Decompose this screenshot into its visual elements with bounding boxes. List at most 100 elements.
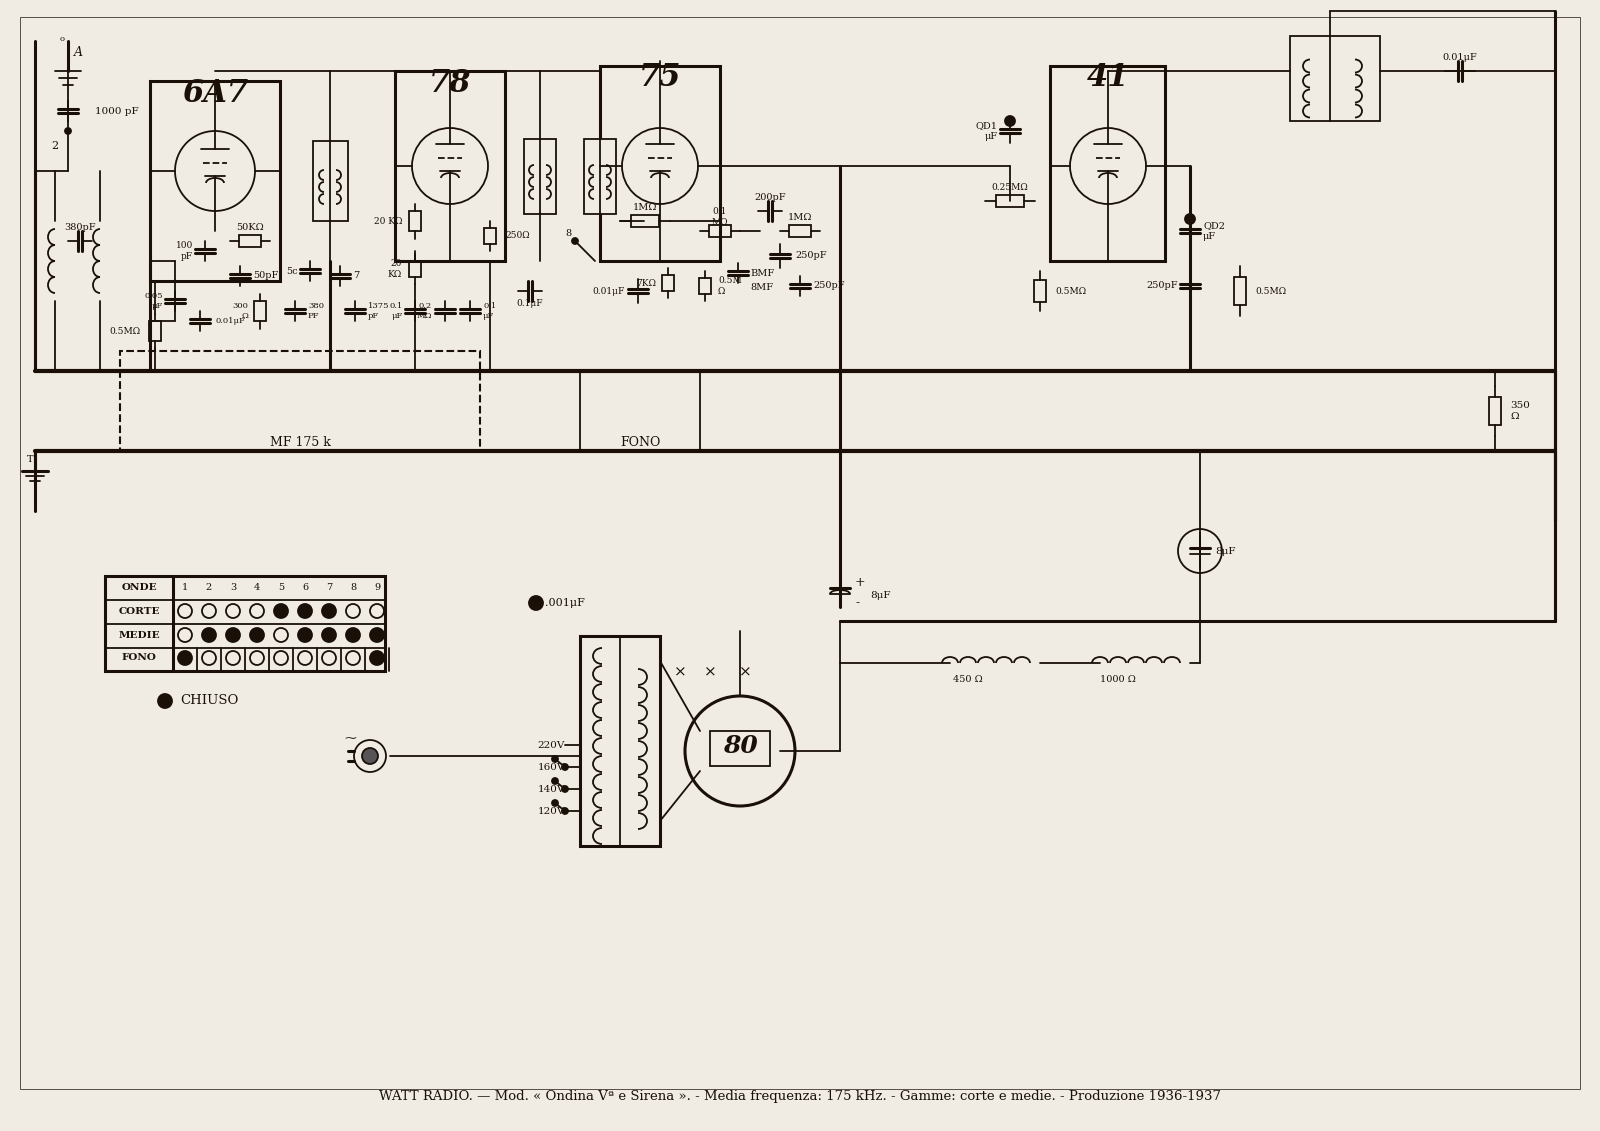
Text: o: o	[59, 35, 64, 43]
Text: ~: ~	[342, 729, 357, 746]
Text: 5: 5	[278, 584, 285, 593]
Circle shape	[226, 628, 240, 642]
Circle shape	[174, 131, 254, 211]
Circle shape	[322, 628, 336, 642]
Bar	[662, 275, 674, 292]
Bar	[1490, 397, 1501, 425]
Text: 0.01μF: 0.01μF	[214, 317, 245, 325]
Bar	[120, 351, 480, 451]
Text: 0.5MΩ: 0.5MΩ	[109, 327, 141, 336]
Circle shape	[298, 628, 312, 642]
Circle shape	[573, 238, 578, 244]
Bar	[699, 278, 710, 294]
Text: A: A	[74, 46, 83, 60]
Text: 1375
pF: 1375 pF	[368, 302, 389, 320]
Text: CORTE: CORTE	[118, 606, 160, 615]
Text: 3: 3	[230, 584, 237, 593]
Circle shape	[298, 604, 312, 618]
Bar	[789, 225, 811, 238]
Text: 8: 8	[350, 584, 357, 593]
Text: 160V: 160V	[538, 762, 565, 771]
Text: 380
PF: 380 PF	[307, 302, 323, 320]
Circle shape	[178, 651, 192, 665]
Text: 250pF: 250pF	[813, 282, 845, 291]
Text: 250Ω: 250Ω	[506, 232, 530, 241]
Circle shape	[1178, 529, 1222, 573]
Circle shape	[346, 604, 360, 618]
Bar	[579, 636, 661, 846]
Text: ×: ×	[739, 666, 752, 680]
Text: 100
pF: 100 pF	[176, 241, 194, 261]
Text: 8μF: 8μF	[870, 590, 891, 599]
Text: 2: 2	[51, 141, 59, 152]
Text: +: +	[854, 577, 866, 589]
Text: 300
Ω: 300 Ω	[232, 302, 248, 320]
Text: 120V: 120V	[538, 806, 565, 815]
Text: 0.25MΩ: 0.25MΩ	[992, 182, 1029, 191]
Bar	[254, 301, 266, 320]
Circle shape	[370, 651, 384, 665]
Text: 1MΩ: 1MΩ	[632, 202, 658, 211]
Circle shape	[158, 694, 173, 708]
Text: QD2
μF: QD2 μF	[1203, 222, 1226, 241]
Circle shape	[1005, 116, 1014, 126]
Circle shape	[552, 778, 558, 784]
Text: 41: 41	[1086, 62, 1130, 94]
Bar	[238, 235, 261, 247]
Text: ×: ×	[704, 666, 717, 680]
Text: 8MF: 8MF	[750, 284, 773, 293]
Circle shape	[370, 628, 384, 642]
Circle shape	[178, 604, 192, 618]
Circle shape	[622, 128, 698, 204]
Circle shape	[226, 604, 240, 618]
Circle shape	[178, 628, 192, 642]
Bar	[395, 71, 506, 261]
Circle shape	[274, 651, 288, 665]
Text: QD1
μF: QD1 μF	[976, 121, 998, 140]
Circle shape	[250, 651, 264, 665]
Text: 220V: 220V	[538, 741, 565, 750]
Text: 0.5MΩ: 0.5MΩ	[1054, 286, 1086, 295]
Text: 1MΩ: 1MΩ	[787, 213, 813, 222]
Circle shape	[552, 800, 558, 806]
Text: 350
Ω: 350 Ω	[1510, 402, 1530, 421]
Text: 75: 75	[638, 62, 682, 94]
Circle shape	[552, 756, 558, 762]
Circle shape	[202, 628, 216, 642]
Text: 0.1
MΩ: 0.1 MΩ	[712, 207, 728, 226]
Bar	[106, 576, 386, 671]
Circle shape	[322, 651, 336, 665]
Text: 250pF: 250pF	[795, 251, 827, 260]
Circle shape	[530, 596, 542, 610]
Circle shape	[685, 696, 795, 806]
Text: 0.1
μF: 0.1 μF	[390, 302, 403, 320]
Bar	[632, 215, 659, 227]
Bar	[600, 66, 720, 261]
Bar	[1050, 66, 1165, 261]
Circle shape	[562, 786, 568, 792]
Text: FONO: FONO	[619, 437, 661, 449]
Text: 20 KΩ: 20 KΩ	[373, 216, 402, 225]
Text: 8: 8	[565, 228, 571, 238]
Bar	[410, 211, 421, 231]
Text: 1: 1	[182, 584, 189, 593]
Circle shape	[226, 651, 240, 665]
Text: 2: 2	[206, 584, 213, 593]
Text: 200pF: 200pF	[754, 193, 786, 202]
Bar	[483, 227, 496, 244]
Circle shape	[202, 651, 216, 665]
Bar	[709, 225, 731, 238]
Text: .001μF: .001μF	[546, 598, 586, 608]
Text: 0.5MΩ: 0.5MΩ	[1254, 286, 1286, 295]
Circle shape	[250, 604, 264, 618]
Bar	[1234, 277, 1246, 304]
Circle shape	[562, 808, 568, 814]
Text: 0.01μF: 0.01μF	[1443, 53, 1477, 62]
Circle shape	[413, 128, 488, 204]
Text: 250pF: 250pF	[1146, 282, 1178, 291]
Text: 7: 7	[326, 584, 333, 593]
Circle shape	[202, 604, 216, 618]
Text: 9: 9	[374, 584, 381, 593]
Bar	[150, 81, 280, 280]
Text: 7: 7	[354, 271, 360, 280]
